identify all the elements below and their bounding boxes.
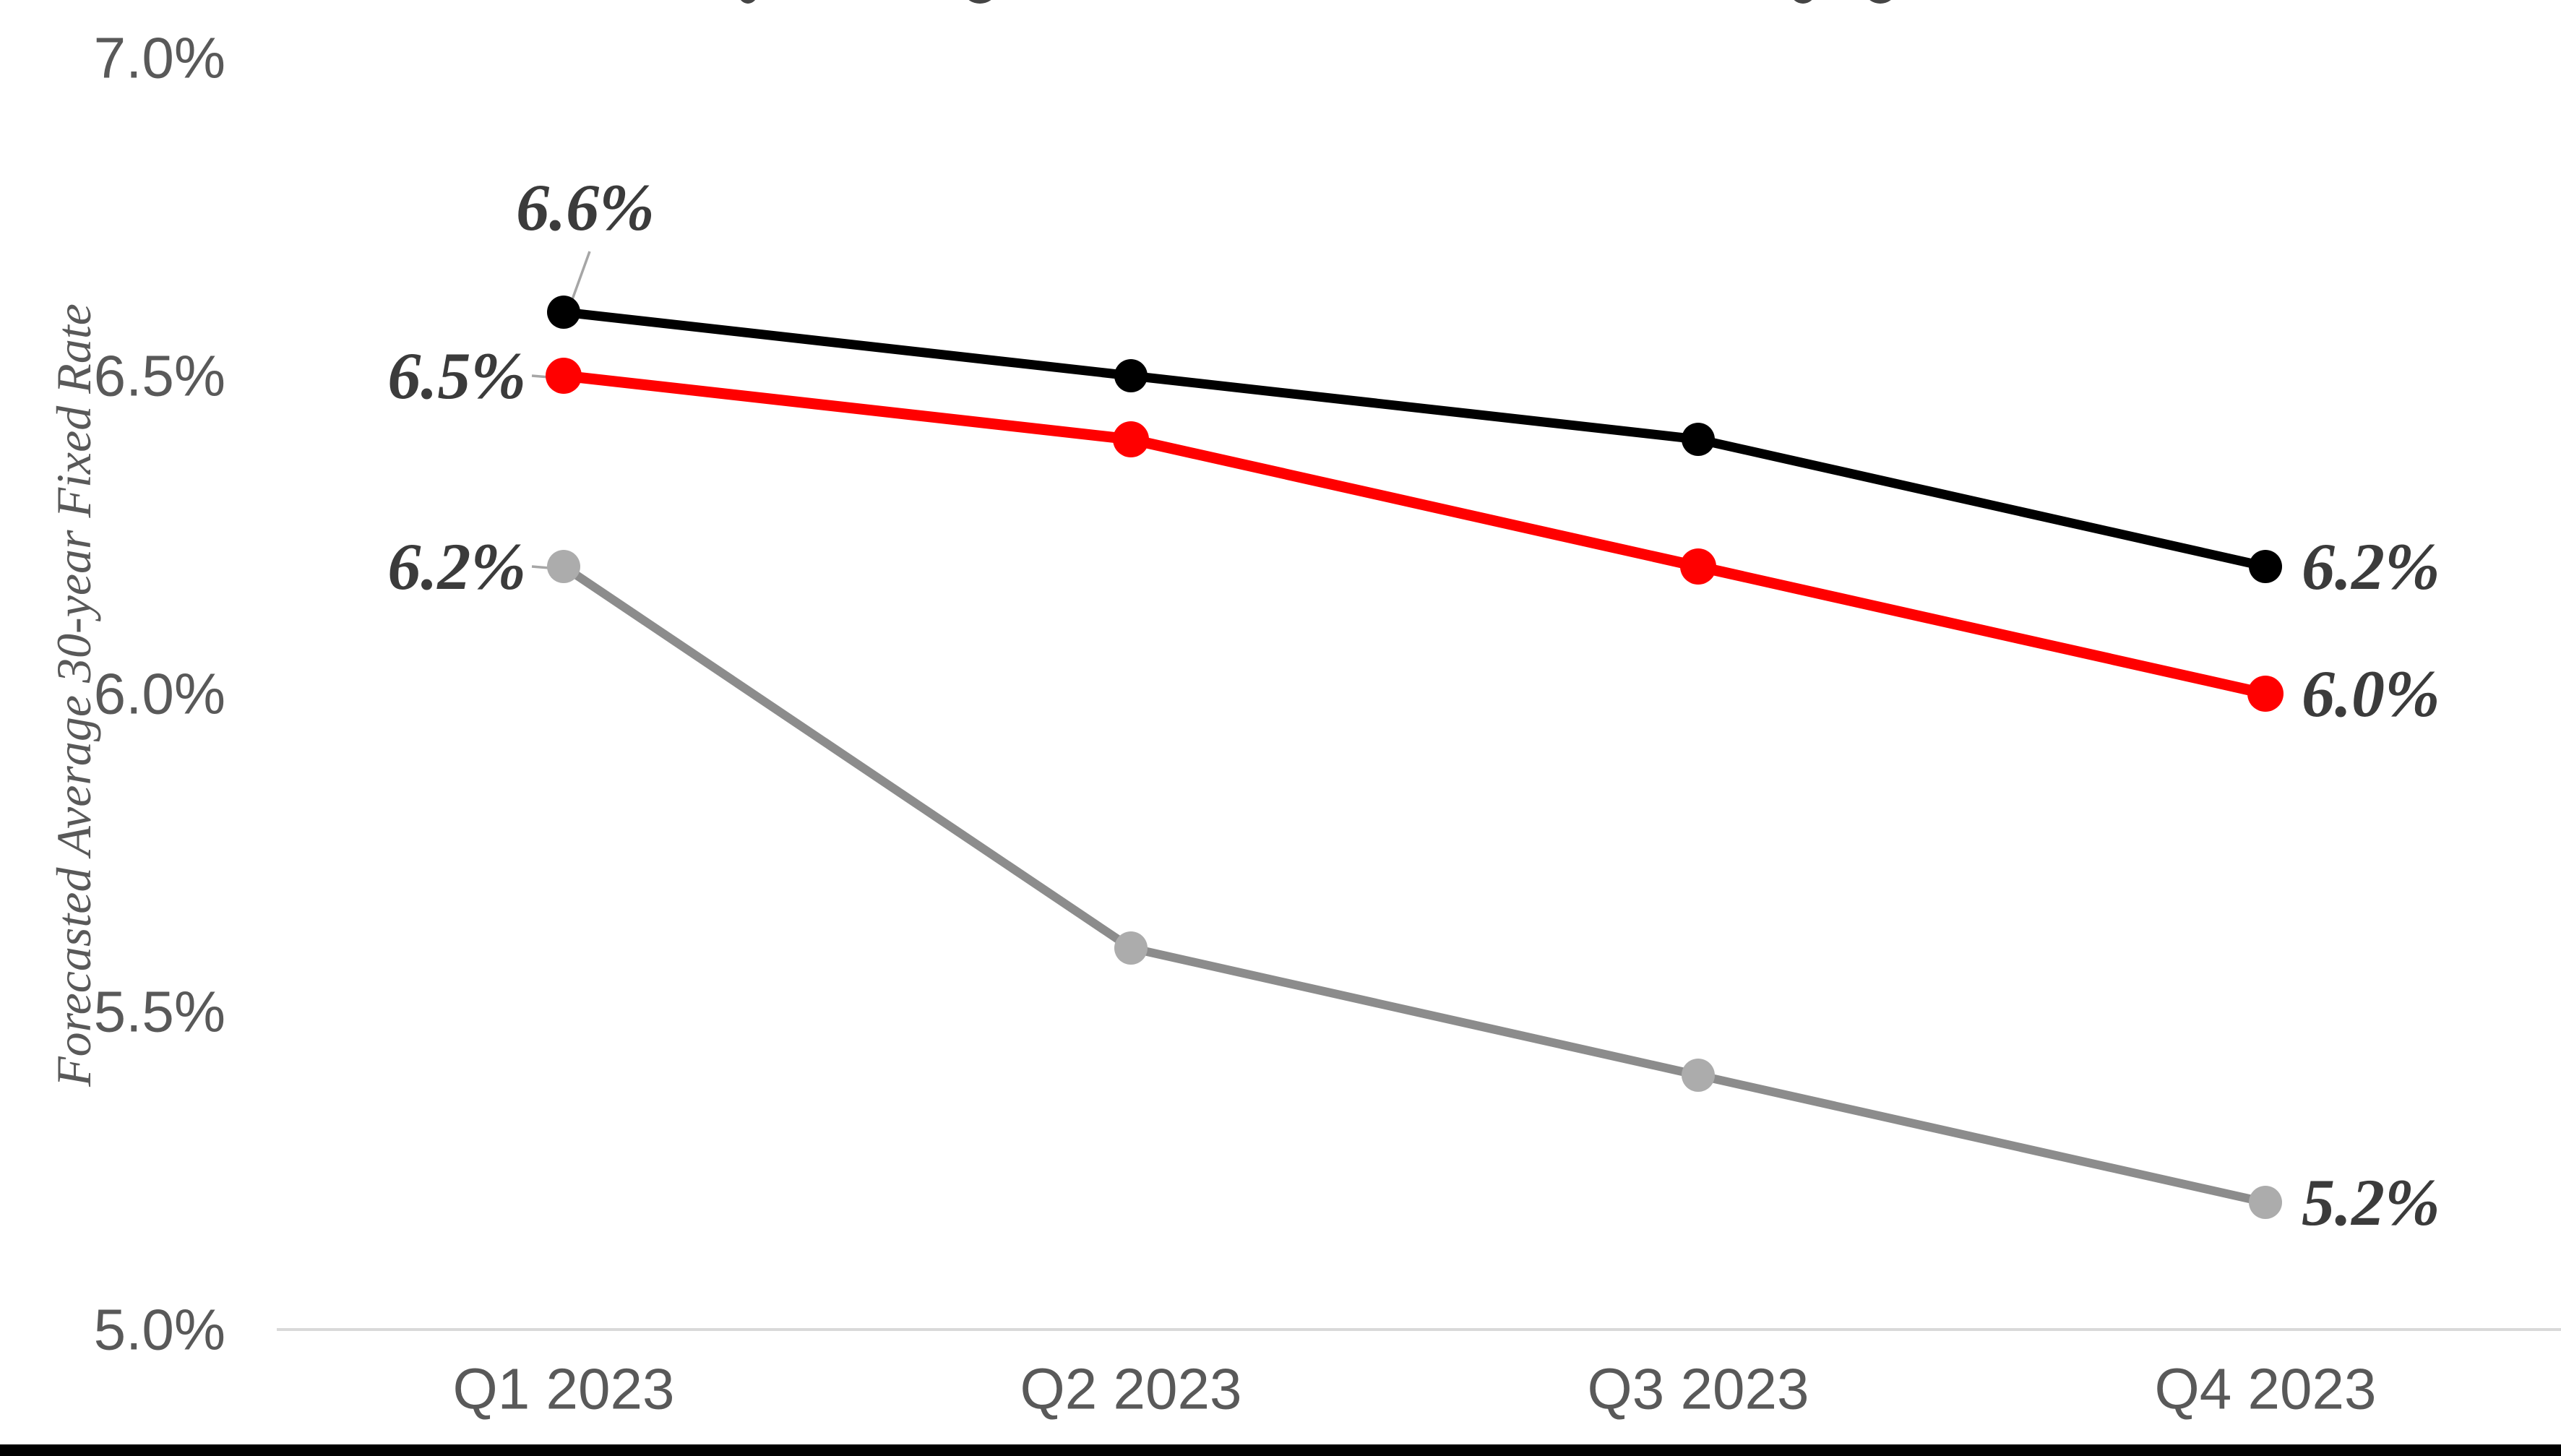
x-axis-tick-label: Q1 2023 (453, 1357, 675, 1421)
black-series-first-label: 6.6% (516, 171, 655, 244)
red-series-point (546, 358, 582, 394)
black-series-line (563, 307, 2267, 572)
black-series-label-leader (570, 251, 591, 302)
x-axis-tick-label: Q3 2023 (1588, 1357, 1809, 1421)
bottom-border-bar (0, 1444, 2561, 1456)
gray-series-point (2249, 1186, 2282, 1219)
gray-series-line (561, 563, 2267, 1207)
black-series-point (1114, 359, 1148, 392)
red-series-point (1680, 548, 1716, 585)
red-series-first-label: 6.5% (387, 339, 526, 413)
clipped-title-fragment (1794, 0, 1812, 4)
y-axis-tick-label: 7.0% (94, 26, 225, 90)
x-axis-tick-label: Q2 2023 (1020, 1357, 1242, 1421)
clipped-title-fragment (1869, 0, 1891, 4)
y-axis-tick-label: 6.0% (94, 662, 225, 726)
x-axis-tick-label: Q4 2023 (2155, 1357, 2377, 1421)
red-series-point (1113, 421, 1149, 457)
y-axis-title: Forecasted Average 30-year Fixed Rate (46, 303, 101, 1087)
y-axis-tick-label: 5.5% (94, 980, 225, 1044)
clipped-title-fragment (968, 0, 991, 4)
gray-series-point (1682, 1059, 1715, 1092)
black-series-point (1682, 423, 1715, 456)
black-series-point (2249, 550, 2282, 583)
gray-series-point (547, 550, 580, 583)
clipped-title-fragment (741, 0, 755, 4)
red-series-point (2247, 676, 2284, 712)
y-axis-tick-label: 5.0% (94, 1298, 225, 1362)
red-series-last-label: 6.0% (2302, 657, 2440, 731)
gray-series-last-label: 5.2% (2302, 1166, 2440, 1239)
black-series-point (547, 296, 580, 329)
gray-series-first-label: 6.2% (387, 530, 526, 603)
gray-series-point (1114, 931, 1148, 965)
black-series-last-label: 6.2% (2302, 530, 2440, 603)
y-axis-tick-label: 6.5% (94, 344, 225, 408)
red-series-line (563, 370, 2267, 699)
